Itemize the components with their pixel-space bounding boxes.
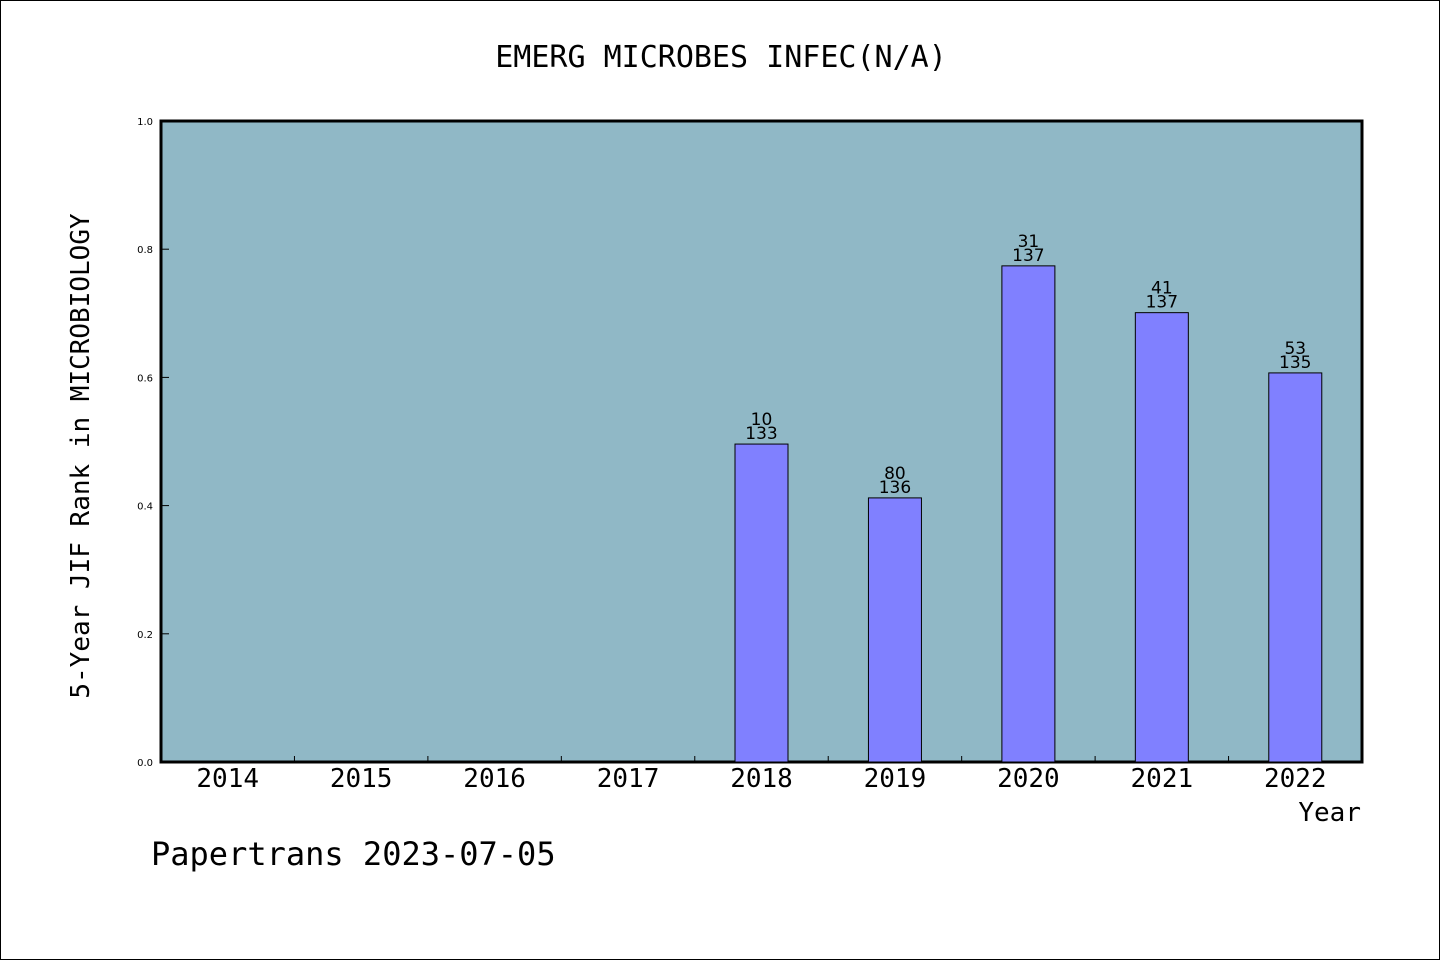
y-tick-label: 1.0 [137,117,153,128]
y-tick-label: 0.2 [137,630,153,641]
bar-2022 [1268,372,1323,763]
x-tick-label: 2018 [730,764,793,794]
x-tick-label: 2015 [330,764,393,794]
x-tick-label: 2021 [1131,764,1194,794]
bar-rank-label: 10 [751,410,773,430]
x-tick-label: 2020 [997,764,1060,794]
y-tick-label: 0.4 [137,502,153,513]
bar-series [734,265,1323,763]
chart-title: EMERG MICROBES INFEC(N/A) [495,40,947,75]
y-tick-label: 0.6 [137,373,153,384]
x-axis-label: Year [1298,798,1361,828]
y-tick-label: 0.0 [137,758,153,769]
y-axis-label: 5-Year JIF Rank in MICROBIOLOGY [66,213,96,699]
bar-2018 [734,443,789,763]
x-tick-label: 2014 [196,764,259,794]
y-tick-label: 0.8 [137,245,153,256]
bar-total-label: 133 [745,424,777,444]
x-tick-label: 2022 [1264,764,1327,794]
x-axis-ticks: 2014 2015 2016 2017 2018 2019 2020 2021 2022 [196,756,1327,794]
x-tick-label: 2019 [864,764,927,794]
bar-rank-label: 31 [1018,232,1040,252]
bar-2019 [867,497,922,763]
x-tick-label: 2016 [463,764,526,794]
bar-rank-label: 53 [1284,339,1306,359]
bar-total-label: 137 [1146,293,1178,313]
bar-total-label: 135 [1279,353,1311,373]
footer-credit: Papertrans 2023-07-05 [151,835,556,873]
bar-total-label: 136 [879,478,911,498]
x-tick-label: 2017 [597,764,660,794]
y-axis-ticks: 0.0 0.2 0.4 0.6 0.8 1.0 [137,117,169,769]
bar-2021 [1134,312,1189,763]
bar-rank-label: 80 [884,464,906,484]
bar-rank-label: 41 [1151,279,1173,299]
bar-2020 [1001,265,1056,763]
bar-total-label: 137 [1012,246,1044,266]
